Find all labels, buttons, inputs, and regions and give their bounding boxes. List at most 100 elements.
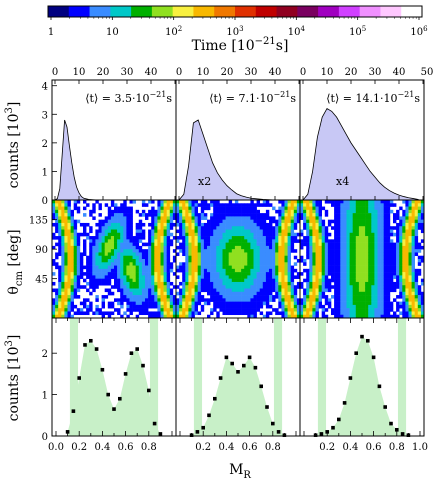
heatmap-cell xyxy=(365,255,369,260)
heatmap-cell xyxy=(203,239,208,243)
heatmap-cell xyxy=(411,285,415,289)
heatmap-cell xyxy=(117,262,121,266)
heatmap-cell xyxy=(324,275,329,279)
heatmap-cell xyxy=(383,219,388,224)
heatmap-cell xyxy=(244,308,248,312)
heatmap-cell xyxy=(309,298,313,302)
heatmap-cell xyxy=(194,281,198,286)
heatmap-cell xyxy=(216,226,220,230)
heatmap-cell xyxy=(247,304,251,309)
heatmap-cell xyxy=(86,203,90,207)
heatmap-cell xyxy=(222,245,226,250)
heatmap-cell xyxy=(272,232,276,237)
heatmap-cell xyxy=(396,242,400,247)
heatmap-cell xyxy=(101,229,105,234)
heatmap-cell xyxy=(275,249,279,253)
heatmap-cell xyxy=(312,213,316,217)
heatmap-cell xyxy=(315,272,319,276)
time-tick-label: 40 xyxy=(393,67,406,78)
heatmap-cell xyxy=(306,285,310,289)
heatmap-cell xyxy=(191,222,195,227)
heatmap-cell xyxy=(262,226,267,230)
heatmap-cell xyxy=(104,281,109,286)
data-point xyxy=(152,421,157,426)
heatmap-cell xyxy=(247,206,251,211)
heatmap-cell xyxy=(126,242,130,247)
heatmap-cell xyxy=(358,308,363,312)
heatmap-cell xyxy=(300,301,304,306)
heatmap-cell xyxy=(334,236,338,240)
heatmap-cell xyxy=(73,242,78,247)
heatmap-cell xyxy=(411,255,415,260)
heatmap-cell xyxy=(83,226,87,230)
heatmap-cell xyxy=(154,252,158,257)
heatmap-cell xyxy=(157,295,161,299)
heatmap-cell xyxy=(182,308,186,312)
heatmap-cell xyxy=(185,203,189,207)
heatmap-cell xyxy=(67,265,71,270)
heatmap-cell xyxy=(312,288,316,293)
colorbar-segment xyxy=(276,6,298,17)
heatmap-cell xyxy=(337,314,341,319)
heatmap-cell xyxy=(213,291,217,296)
heatmap-cell xyxy=(244,203,248,207)
heatmap-cell xyxy=(417,295,422,299)
heatmap-cell xyxy=(231,206,236,211)
heatmap-cell xyxy=(191,236,195,240)
heatmap-cell xyxy=(67,262,71,266)
heatmap-cell xyxy=(129,255,133,260)
heatmap-cell xyxy=(182,285,186,289)
heatmap-cell xyxy=(120,301,124,306)
heatmap-cell xyxy=(312,242,316,247)
heatmap-cell xyxy=(123,278,127,283)
heatmap-cell xyxy=(182,272,186,276)
heatmap-cell xyxy=(203,232,208,237)
heatmap-cell xyxy=(61,291,65,296)
heatmap-cell xyxy=(324,314,329,319)
heatmap-cell xyxy=(182,252,186,257)
heatmap-cell xyxy=(207,206,211,211)
heatmap-cell xyxy=(234,265,239,270)
heatmap-cell xyxy=(151,281,155,286)
heatmap-cell xyxy=(188,236,192,240)
colorbar-tick-label: 103 xyxy=(226,25,243,38)
heatmap-cell xyxy=(259,311,264,316)
heatmap-cell xyxy=(337,222,341,227)
heatmap-cell xyxy=(163,259,167,263)
heatmap-cell xyxy=(222,281,226,286)
heatmap-cell xyxy=(52,288,56,293)
heatmap-cell xyxy=(219,229,223,234)
heatmap-cell xyxy=(393,226,397,230)
heatmap-cell xyxy=(259,222,264,227)
heatmap-cell xyxy=(414,200,419,204)
heatmap-cell xyxy=(67,213,71,217)
heatmap-cell xyxy=(293,288,298,293)
heatmap-cell xyxy=(365,209,369,214)
heatmap-cell xyxy=(203,249,208,253)
heatmap-cell xyxy=(281,295,285,299)
heatmap-cell xyxy=(67,206,71,211)
heatmap-cell xyxy=(95,262,99,266)
heatmap-cell xyxy=(129,206,133,211)
heatmap-cell xyxy=(225,252,229,257)
heatmap-cell xyxy=(203,245,208,250)
heatmap-cell xyxy=(182,216,186,220)
heatmap-cell xyxy=(321,206,326,211)
heatmap-cell xyxy=(281,272,285,276)
heatmap-cell xyxy=(83,304,87,309)
heatmap-cell xyxy=(349,278,353,283)
heatmap-cell xyxy=(368,262,372,266)
heatmap-cell xyxy=(343,281,347,286)
heatmap-cell xyxy=(262,229,267,234)
heatmap-cell xyxy=(219,242,223,247)
heatmap-cell xyxy=(340,216,344,220)
heatmap-cell xyxy=(73,219,78,224)
heatmap-cell xyxy=(272,281,276,286)
heatmap-cell xyxy=(389,278,394,283)
heatmap-cell xyxy=(321,281,326,286)
heatmap-cell xyxy=(110,291,115,296)
heatmap-cell xyxy=(352,288,357,293)
heatmap-cell xyxy=(281,255,285,260)
heatmap-cell xyxy=(272,275,276,279)
heatmap-cell xyxy=(287,301,291,306)
